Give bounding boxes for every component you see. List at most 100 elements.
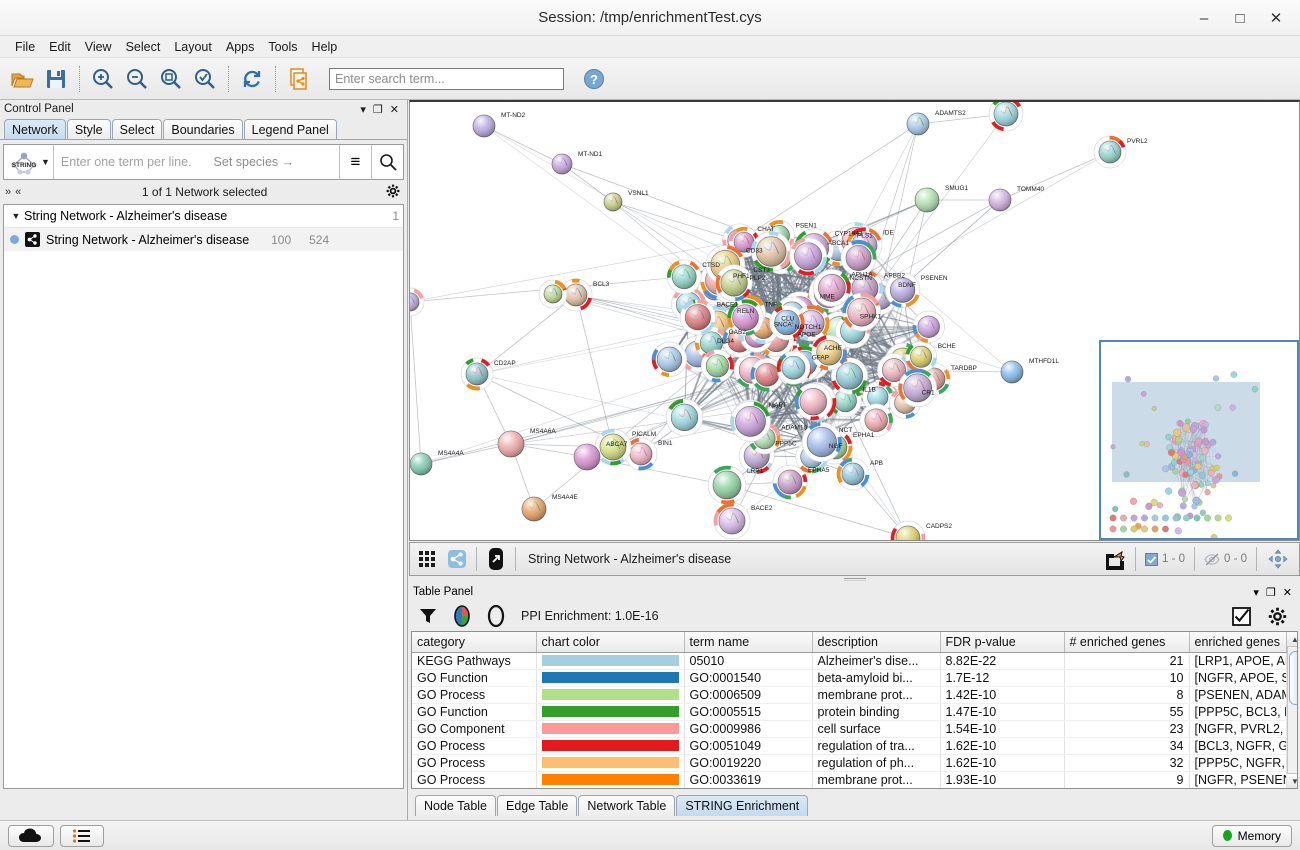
column-enriched-genes[interactable]: enriched genes [1189, 632, 1287, 653]
refresh-icon[interactable] [236, 63, 268, 95]
cloud-icon[interactable] [8, 824, 54, 847]
export-image-icon[interactable] [1099, 545, 1129, 573]
graph-node[interactable] [750, 231, 792, 272]
table-row[interactable]: GO Process GO:0019220 regulation of ph... 1… [412, 754, 1287, 772]
graph-node[interactable] [559, 278, 593, 312]
tab-network-table[interactable]: Network Table [578, 795, 676, 816]
string-options-icon[interactable]: ≡ [339, 145, 371, 179]
zoom-in-icon[interactable] [87, 63, 119, 95]
graph-node[interactable] [750, 357, 785, 392]
pie-chart-color-icon[interactable] [447, 603, 477, 629]
graph-node[interactable] [521, 496, 547, 522]
graph-node[interactable] [715, 264, 753, 302]
tab-string-enrichment[interactable]: STRING Enrichment [676, 795, 809, 816]
string-logo-icon[interactable]: STRING [4, 145, 44, 179]
close-button[interactable]: ✕ [1269, 10, 1283, 27]
table-vertical-scrollbar[interactable]: ▲ ▼ [1286, 632, 1297, 788]
graph-node[interactable] [776, 350, 811, 385]
minimize-button[interactable]: – [1199, 9, 1209, 27]
graph-node[interactable] [912, 310, 945, 343]
graph-node[interactable] [898, 368, 937, 408]
column-description[interactable]: description [812, 632, 941, 653]
menu-edit[interactable]: Edit [49, 39, 71, 54]
filter-icon[interactable] [413, 603, 443, 629]
graph-node[interactable] [801, 422, 842, 463]
graph-node[interactable] [460, 357, 494, 391]
select-all-checkbox-icon[interactable] [1226, 603, 1256, 629]
export-network-icon[interactable] [283, 63, 315, 95]
tab-node-table[interactable]: Node Table [415, 795, 497, 816]
table-row[interactable]: GO Process GO:0006509 membrane prot... 1.42… [412, 686, 1287, 704]
task-list-icon[interactable] [60, 824, 104, 847]
graph-node[interactable] [905, 340, 938, 373]
column-category[interactable]: category [412, 632, 537, 653]
graph-node[interactable] [573, 443, 601, 471]
menu-help[interactable]: Help [311, 39, 338, 54]
column-enriched-gene-count[interactable]: # enriched genes [1064, 632, 1190, 653]
graph-node[interactable] [769, 304, 805, 341]
graph-node[interactable] [813, 269, 851, 307]
column-term-name[interactable]: term name [684, 632, 813, 653]
table-row[interactable]: GO Process GO:0050435beta-amyloid m...2.0… [412, 788, 1286, 789]
menu-file[interactable]: File [15, 39, 36, 54]
scrollbar-thumb[interactable] [1288, 651, 1297, 705]
graph-node[interactable] [497, 430, 525, 458]
string-search-icon[interactable] [371, 145, 403, 179]
table-settings-gear-icon[interactable] [1262, 603, 1292, 629]
column-fdr-pvalue[interactable]: FDR p-value [940, 632, 1065, 653]
graph-node[interactable] [859, 403, 893, 437]
table-row[interactable]: GO Function GO:0001540 beta-amyloid bi... 1… [412, 669, 1287, 687]
graph-node[interactable] [410, 452, 433, 476]
network-view-canvas[interactable]: MT-ND2 MT-ND1 VSNL1 CD2AP MS4A4A MS4A6A MS4A4E… [409, 100, 1300, 541]
graph-node[interactable] [811, 334, 847, 371]
help-icon[interactable]: ? [578, 63, 610, 95]
tab-edge-table[interactable]: Edge Table [497, 795, 578, 816]
graph-node[interactable] [884, 272, 921, 308]
graph-node[interactable] [794, 383, 832, 421]
table-row[interactable]: GO Function GO:0005515 protein binding 1.47… [412, 703, 1287, 721]
zoom-fit-icon[interactable] [155, 63, 187, 95]
menu-apps[interactable]: Apps [225, 39, 255, 54]
control-panel-close-icon[interactable]: ✕ [389, 103, 399, 116]
tab-style[interactable]: Style [66, 119, 111, 139]
graph-node[interactable] [551, 153, 573, 175]
donut-chart-icon[interactable] [481, 603, 511, 629]
set-species-link[interactable]: Set species → [213, 155, 295, 169]
column-chart-color[interactable]: chart color [536, 632, 685, 653]
graph-node[interactable] [603, 192, 623, 212]
graph-node[interactable] [906, 112, 930, 136]
table-panel-close-icon[interactable]: ✕ [1282, 586, 1292, 599]
graph-node[interactable] [988, 102, 1024, 132]
grid-layout-icon[interactable] [412, 545, 442, 573]
graph-node[interactable] [651, 341, 688, 377]
graph-node[interactable] [679, 299, 716, 336]
table-row[interactable]: KEGG Pathways 05010 Alzheimer's dise... 8.8… [412, 652, 1287, 670]
string-query-input[interactable]: Enter one term per line. Set species → [52, 145, 339, 179]
graph-node[interactable] [538, 279, 568, 309]
graph-node[interactable] [836, 457, 870, 491]
maximize-button[interactable]: □ [1235, 9, 1245, 27]
tab-boundaries[interactable]: Boundaries [163, 119, 243, 139]
graph-node[interactable] [789, 237, 828, 276]
graph-node[interactable] [727, 299, 764, 336]
table-panel-float-icon[interactable]: ❐ [1265, 586, 1276, 599]
panel-splitter[interactable] [409, 576, 1300, 583]
table-row[interactable]: GO Process GO:0051049 regulation of tra...… [412, 737, 1287, 755]
fit-content-icon[interactable] [1263, 545, 1293, 573]
graph-node[interactable] [594, 428, 632, 466]
graph-node[interactable] [624, 437, 658, 471]
graph-node[interactable] [666, 259, 702, 295]
expand-all-icon[interactable]: « [15, 186, 22, 198]
birds-eye-view[interactable] [1099, 340, 1299, 540]
zoom-out-icon[interactable] [121, 63, 153, 95]
table-row[interactable]: GO Component GO:0009986 cell surface 1.54E-… [412, 720, 1287, 738]
control-panel-minimize-icon[interactable]: ▾ [360, 103, 366, 116]
annotation-icon[interactable] [481, 545, 511, 573]
graph-node[interactable] [713, 502, 751, 540]
menu-tools[interactable]: Tools [268, 39, 298, 54]
network-tree-root-row[interactable]: ▼ String Network - Alzheimer's disease 1 [4, 205, 403, 228]
tab-network[interactable]: Network [4, 119, 66, 139]
memory-status-button[interactable]: Memory [1211, 824, 1292, 847]
graph-node[interactable] [842, 292, 882, 332]
enrichment-table-container[interactable]: category chart color term name descripti… [412, 632, 1287, 788]
